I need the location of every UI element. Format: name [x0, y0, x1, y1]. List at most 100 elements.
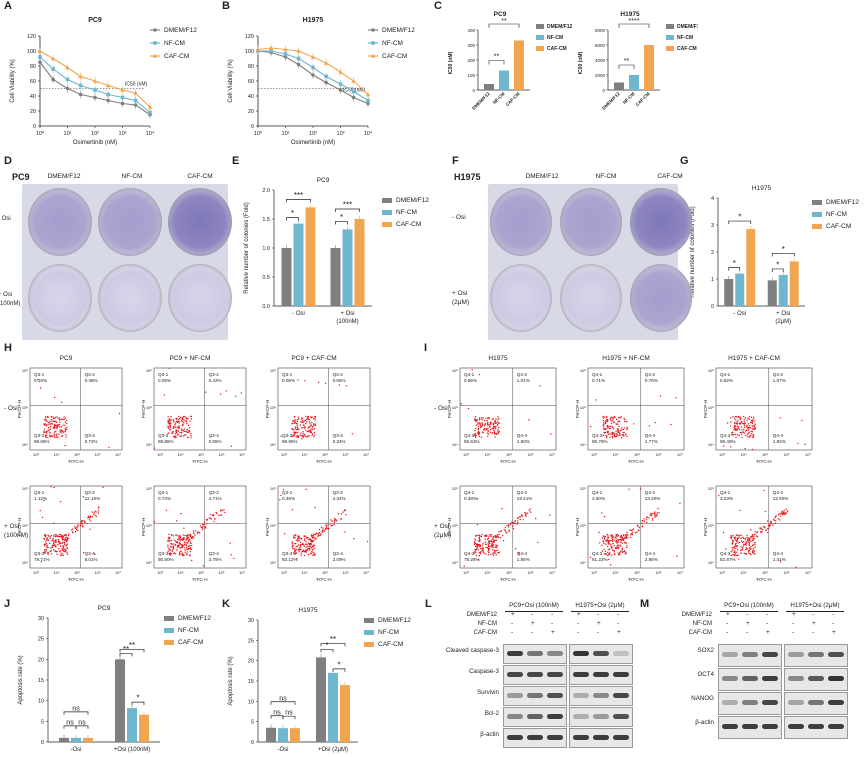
c-bar-1 — [629, 75, 639, 90]
flow-event — [71, 529, 73, 531]
flow-event — [66, 551, 68, 554]
flow-event — [603, 432, 606, 434]
blot-sign: + — [832, 629, 836, 636]
flow-event — [337, 513, 340, 515]
flow-quadrant-value: 0.71% — [592, 378, 605, 383]
flow-event — [205, 527, 207, 529]
flow-x-tick: 10⁴ — [53, 570, 59, 575]
c-y-tick-label: 0 — [602, 88, 605, 93]
flow-event — [525, 512, 527, 514]
flow-x-tick: 10⁵ — [198, 452, 204, 457]
flow-event — [492, 418, 495, 420]
flow-event — [748, 547, 751, 549]
flow-event — [184, 434, 186, 436]
flow-event — [621, 547, 623, 550]
flow-event — [169, 554, 172, 556]
flow-event — [480, 426, 482, 428]
flow-event — [487, 544, 489, 546]
flow-event — [611, 539, 614, 541]
flow-event — [745, 547, 748, 549]
flow-event — [168, 367, 171, 369]
flow-event — [82, 496, 85, 498]
c-category-label: DMEM/F12 — [471, 91, 491, 111]
flow-event — [186, 422, 188, 425]
flow-event — [474, 436, 477, 439]
flow-event — [183, 538, 185, 541]
flow-event — [779, 519, 781, 521]
flow-event — [291, 422, 293, 425]
flow-quadrant-name: Q4-2 — [773, 372, 784, 377]
flow-event — [366, 540, 369, 543]
bar-y-tick-label: 0.0 — [262, 304, 270, 310]
flow-event — [75, 528, 78, 531]
flow-event — [734, 425, 736, 428]
flow-event — [177, 430, 179, 433]
flow-event — [178, 543, 180, 545]
flow-event — [310, 539, 313, 542]
flow-event — [313, 554, 315, 556]
flow-event — [65, 535, 67, 537]
flow-event — [175, 417, 177, 420]
flow-event — [742, 545, 745, 547]
flow-event — [183, 537, 185, 539]
flow-event — [176, 426, 179, 428]
flow-event — [64, 543, 66, 546]
flow-event — [621, 551, 623, 553]
flow-quadrant-name: Q3-4 — [333, 551, 344, 556]
flow-event — [745, 552, 747, 555]
colony-row-label: (100nM) — [0, 301, 21, 307]
flow-event — [48, 429, 50, 431]
flow-event — [61, 534, 64, 537]
flow-event — [294, 537, 296, 539]
blot-protein-label: β-actin — [695, 719, 714, 726]
flow-event — [86, 522, 88, 525]
c-category-label: NF-CM — [622, 91, 636, 105]
flow-event — [744, 537, 746, 540]
flow-x-tick: 10³ — [719, 452, 725, 457]
flow-event — [304, 422, 307, 425]
flow-event — [64, 537, 67, 540]
flow-event — [507, 524, 510, 527]
flow-event — [752, 543, 755, 546]
flow-x-tick: 10³ — [281, 452, 287, 457]
flow-event — [66, 428, 68, 431]
blot-group-underline — [720, 611, 778, 612]
flow-event — [735, 534, 738, 536]
flow-event — [293, 537, 295, 539]
flow-event — [50, 435, 52, 437]
blot-band — [788, 700, 804, 705]
flow-event — [626, 428, 628, 431]
data-point — [65, 77, 70, 82]
flow-event — [493, 429, 495, 432]
flow-x-tick: 10³ — [591, 452, 597, 457]
bar-0-2 — [83, 737, 93, 742]
flow-event — [206, 518, 208, 521]
flow-event — [603, 536, 606, 538]
sig-bracket — [320, 643, 346, 647]
x-tick-label: 10² — [309, 131, 317, 137]
flow-event — [753, 537, 755, 540]
flow-quadrant-name: Q4-4 — [645, 433, 656, 438]
flow-event — [478, 534, 480, 536]
flow-event — [625, 535, 627, 537]
flow-event — [177, 427, 180, 429]
flow-event — [726, 422, 729, 424]
flow-event — [795, 566, 797, 568]
flow-event — [317, 381, 320, 384]
bar-y-tick-label: 0 — [251, 740, 254, 746]
flow-event — [608, 548, 610, 551]
c-legend-swatch — [536, 35, 544, 40]
panel-letter-h: H — [4, 342, 12, 354]
flow-event — [616, 429, 619, 431]
flow-event — [97, 512, 100, 514]
y-tick-label: 60 — [30, 79, 36, 85]
flow-event — [718, 494, 720, 497]
flow-quadrant-name: Q4-3 — [720, 551, 731, 556]
flow-event — [63, 416, 65, 418]
flow-quadrant-value: 0.46% — [282, 496, 295, 501]
flow-event — [178, 534, 181, 537]
data-point — [311, 65, 315, 70]
flow-event — [735, 554, 738, 557]
flow-event — [60, 401, 63, 403]
